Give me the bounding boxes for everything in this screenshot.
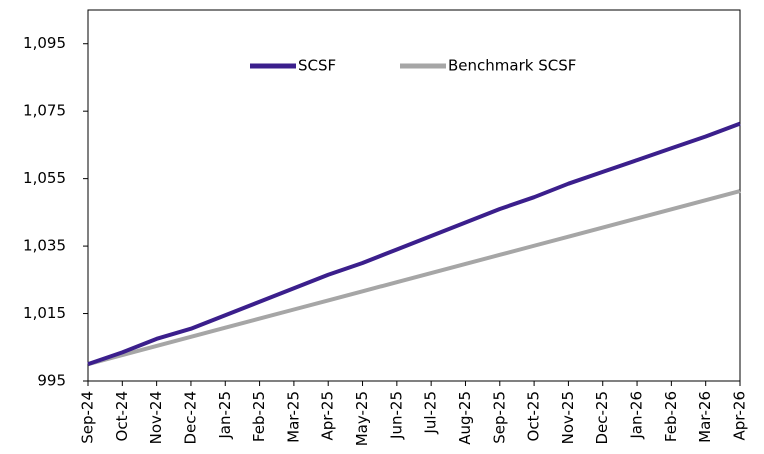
y-tick-label: 1,035 <box>23 237 66 255</box>
x-tick-label: Dec-25 <box>593 391 611 445</box>
y-tick-label: 1,015 <box>23 304 66 322</box>
y-tick-label: 1,075 <box>23 102 66 120</box>
x-tick-label: Jan-26 <box>628 391 646 440</box>
y-tick-label: 1,095 <box>23 34 66 52</box>
x-tick-label: Jun-25 <box>387 391 405 440</box>
x-tick-label: Dec-24 <box>181 391 199 445</box>
line-series <box>87 121 741 367</box>
x-tick-label: Jan-25 <box>216 391 234 440</box>
plot-frame <box>87 9 741 382</box>
x-tick-label: Jul-25 <box>422 391 440 435</box>
x-tick-label: May-25 <box>353 391 371 446</box>
x-tick-label: Feb-26 <box>662 391 680 442</box>
x-tick-label: Sep-25 <box>490 391 508 444</box>
x-tick-label: Oct-24 <box>113 391 131 441</box>
x-tick-label: Mar-25 <box>284 391 302 443</box>
y-tick-label: 995 <box>37 372 66 390</box>
x-tick-label: Apr-25 <box>319 391 337 441</box>
y-tick-label: 1,055 <box>23 169 66 187</box>
legend-label: Benchmark SCSF <box>448 57 576 75</box>
x-tick-label: Mar-26 <box>696 391 714 443</box>
x-tick-label: Sep-24 <box>79 391 97 444</box>
x-tick-label: Oct-25 <box>525 391 543 441</box>
x-tick-label: Aug-25 <box>456 391 474 445</box>
x-tick-label: Apr-26 <box>731 391 749 441</box>
x-tick-label: Nov-24 <box>147 391 165 444</box>
x-tick-label: Nov-25 <box>559 391 577 444</box>
legend-label: SCSF <box>298 57 336 75</box>
line-series <box>87 189 741 367</box>
x-tick-label: Feb-25 <box>250 391 268 442</box>
